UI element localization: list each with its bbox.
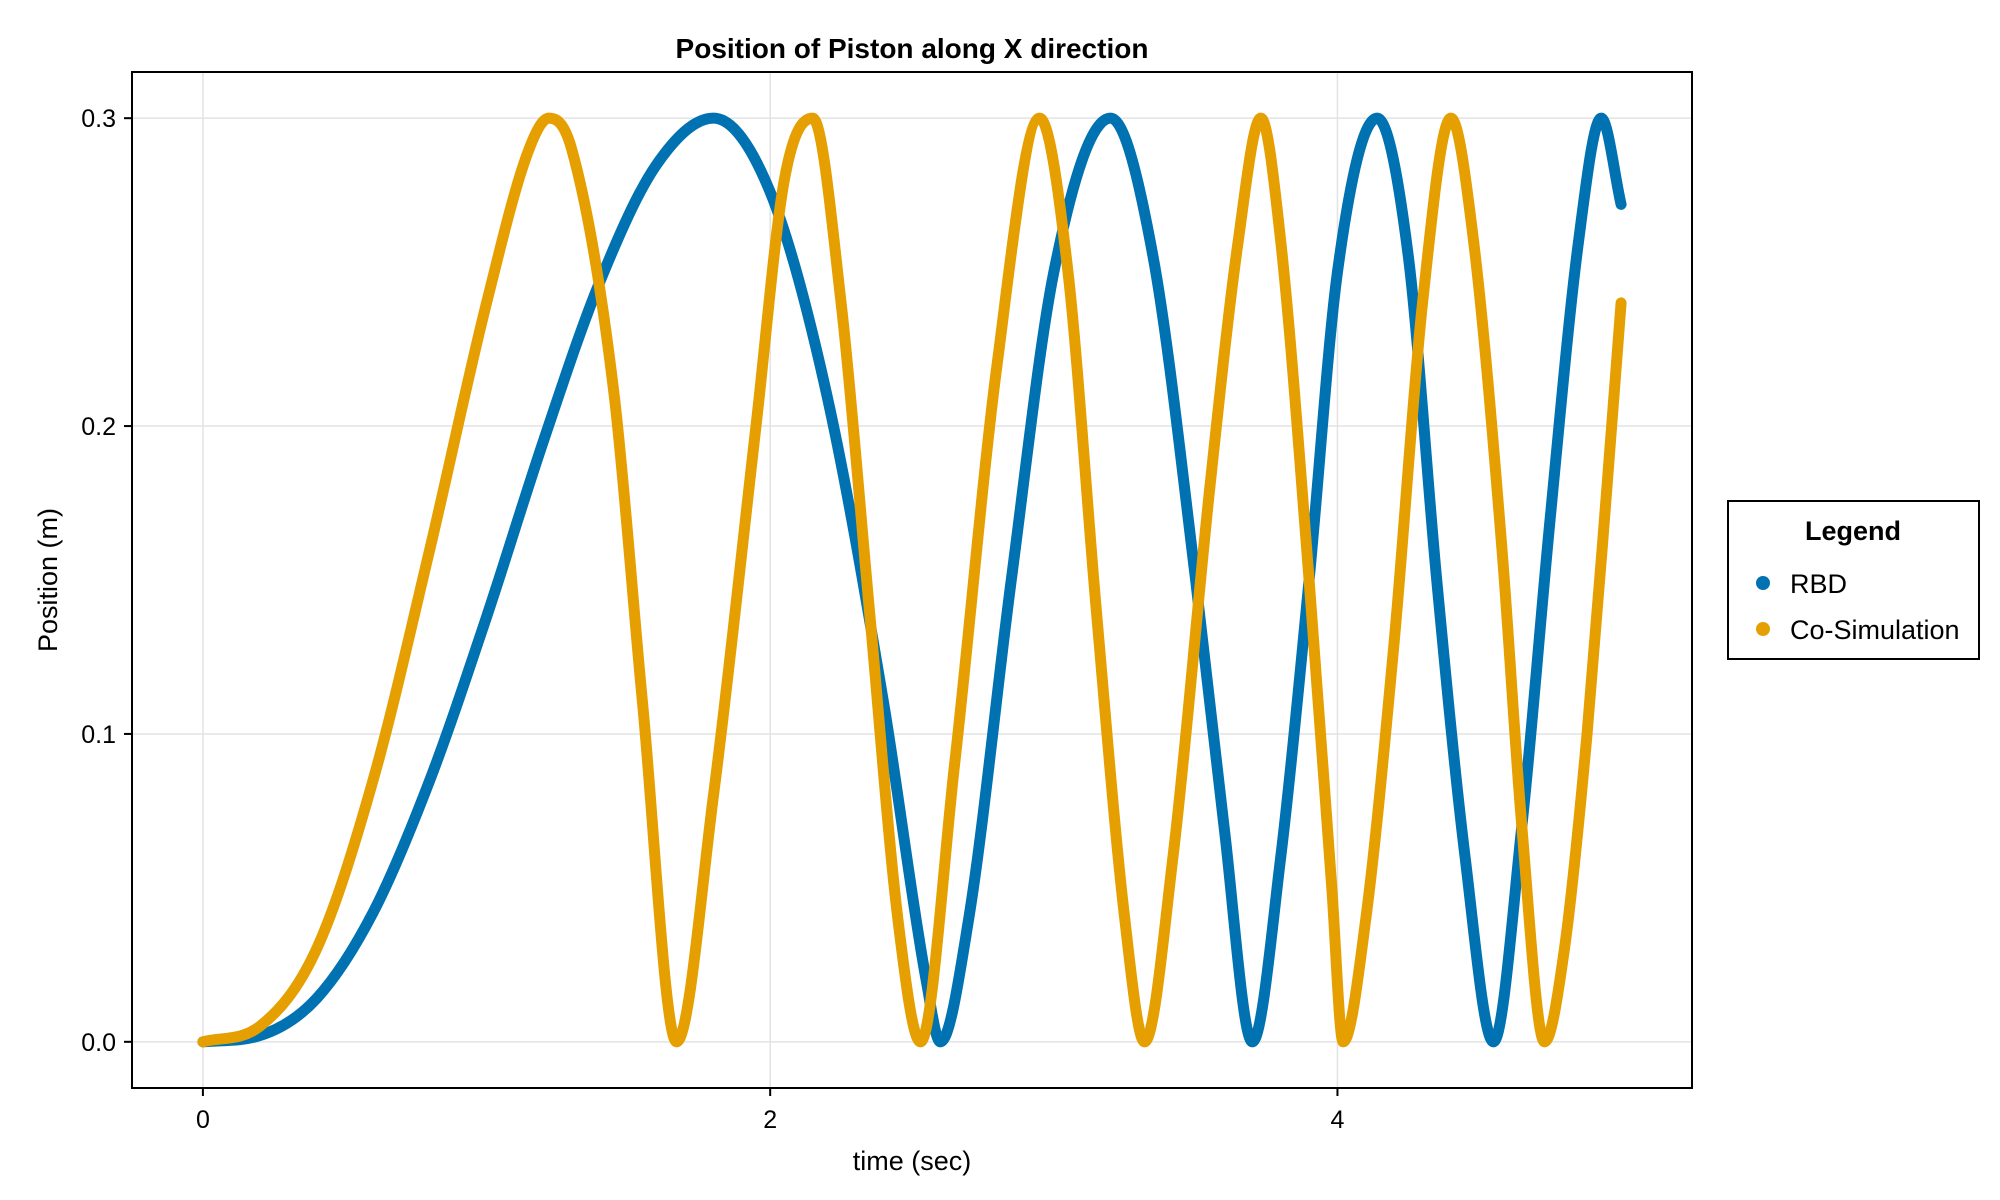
legend-box: [1727, 500, 1980, 660]
legend-marker: [1756, 576, 1770, 590]
legend: Legend RBD Co-Simulation: [1727, 500, 1980, 660]
x-tick-label: 0: [196, 1106, 210, 1134]
x-tick-label: 4: [1331, 1106, 1345, 1134]
legend-title: Legend: [1805, 516, 1901, 546]
x-tick-label: 2: [763, 1106, 777, 1134]
y-tick-label: 0.3: [81, 105, 116, 133]
y-tick-label: 0.1: [81, 721, 116, 749]
ticks: 0 2 4 0.0 0.1 0.2 0.3: [81, 105, 1344, 1134]
y-tick-label: 0.0: [81, 1029, 116, 1057]
legend-label: Co-Simulation: [1790, 615, 1960, 645]
legend-label: RBD: [1790, 569, 1847, 599]
y-tick-label: 0.2: [81, 413, 116, 441]
series-co-simulation: [197, 112, 1627, 1048]
chart-title: Position of Piston along X direction: [676, 33, 1149, 64]
y-axis-label: Position (m): [33, 508, 63, 652]
plot-frame: [131, 71, 1693, 1089]
series-layer: [197, 112, 1627, 1048]
legend-marker: [1756, 622, 1770, 636]
x-axis-label: time (sec): [853, 1146, 972, 1176]
legend-items: RBD Co-Simulation: [1756, 569, 1960, 645]
